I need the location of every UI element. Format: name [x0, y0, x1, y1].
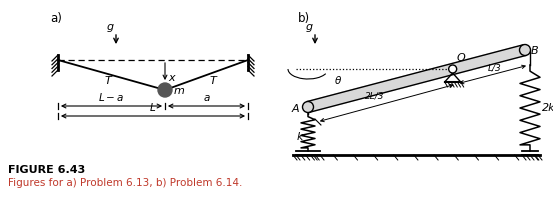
Circle shape [158, 83, 172, 97]
Text: b): b) [298, 12, 310, 25]
Text: m: m [174, 86, 185, 96]
Text: FIGURE 6.43: FIGURE 6.43 [8, 165, 85, 175]
Text: Figures for a) Problem 6.13, b) Problem 6.14.: Figures for a) Problem 6.13, b) Problem … [8, 178, 242, 188]
Text: $\theta$: $\theta$ [334, 74, 342, 86]
Text: 2k: 2k [542, 103, 553, 113]
Text: 2L/3: 2L/3 [364, 92, 384, 101]
Text: L/3: L/3 [488, 63, 502, 73]
Text: T: T [209, 76, 216, 86]
Ellipse shape [519, 44, 530, 56]
Text: B: B [531, 46, 539, 56]
Text: $L-a$: $L-a$ [98, 91, 124, 103]
Text: O: O [457, 53, 466, 63]
Circle shape [448, 65, 457, 73]
Text: $a$: $a$ [202, 93, 210, 103]
Text: g: g [106, 22, 113, 32]
Ellipse shape [302, 101, 314, 113]
Text: g: g [305, 22, 312, 32]
Text: T: T [104, 76, 111, 86]
Text: x: x [168, 73, 175, 83]
Text: $L$: $L$ [149, 101, 156, 113]
Text: a): a) [50, 12, 62, 25]
Polygon shape [306, 45, 526, 112]
Text: k: k [296, 132, 303, 142]
Text: A: A [291, 104, 299, 114]
